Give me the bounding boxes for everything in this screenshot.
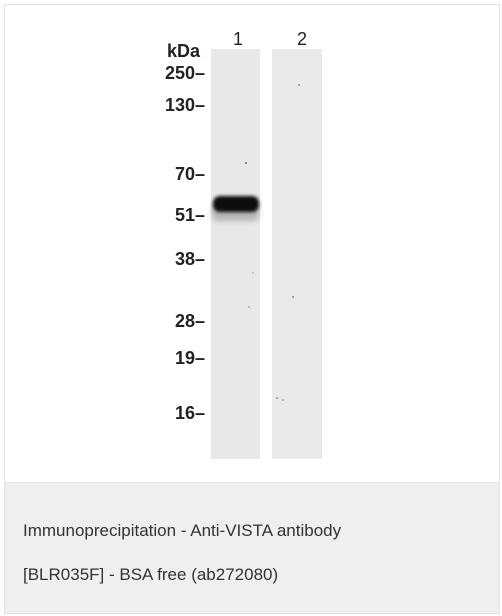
kda-unit-label: kDa	[167, 41, 201, 61]
caption-line-1: Immunoprecipitation - Anti-VISTA antibod…	[23, 521, 342, 540]
marker-38: 38–	[174, 249, 205, 269]
lane-label-2: 2	[297, 29, 308, 49]
blot-image	[211, 49, 322, 459]
caption-line-2: [BLR035F] - BSA free (ab272080)	[23, 565, 279, 584]
band-lane-1	[213, 196, 259, 212]
speck	[292, 296, 294, 298]
marker-250: 250–	[164, 63, 205, 83]
lane-2-strip	[272, 49, 322, 459]
speck	[298, 84, 300, 86]
marker-28: 28–	[174, 311, 205, 331]
image-card: kDa 1 2 250– 130– 70– 51– 38– 28– 19– 16…	[4, 4, 500, 614]
marker-70: 70–	[174, 164, 205, 184]
image-caption: Immunoprecipitation - Anti-VISTA antibod…	[5, 483, 499, 613]
speck	[252, 272, 254, 274]
speck	[276, 397, 278, 399]
marker-130: 130–	[164, 95, 205, 115]
speck	[248, 306, 250, 308]
marker-51: 51–	[174, 205, 205, 225]
lane-1-strip	[211, 49, 260, 459]
lane-label-1: 1	[233, 29, 244, 49]
marker-16: 16–	[174, 403, 205, 423]
speck	[282, 399, 284, 401]
western-blot-figure: kDa 1 2 250– 130– 70– 51– 38– 28– 19– 16…	[5, 5, 499, 483]
marker-19: 19–	[174, 348, 205, 368]
speck	[245, 162, 247, 164]
